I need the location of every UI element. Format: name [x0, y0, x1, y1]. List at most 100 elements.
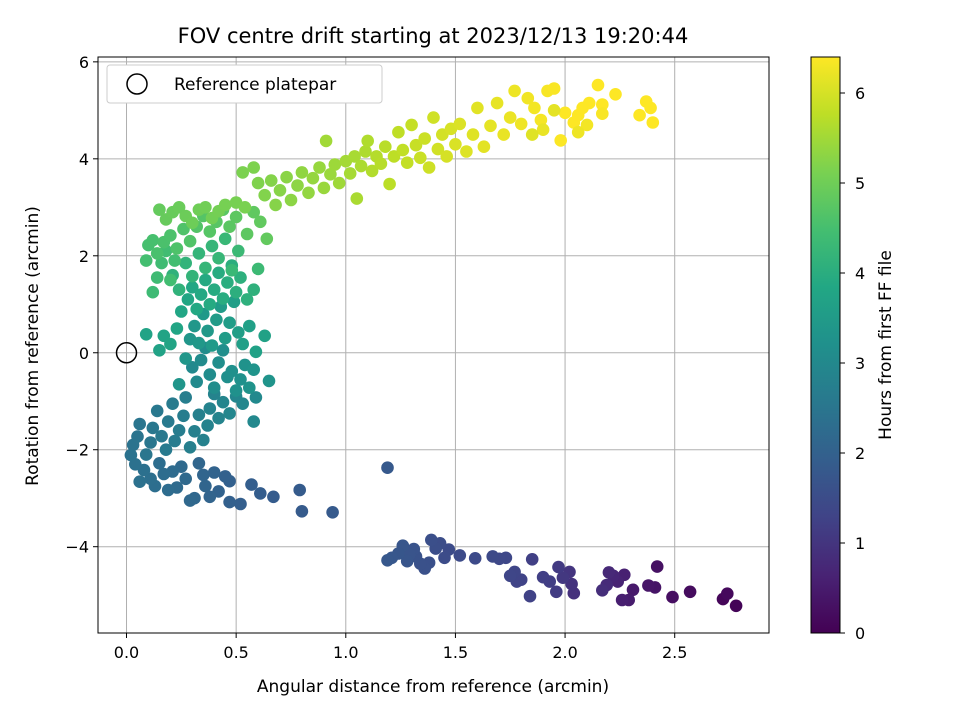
- data-point: [172, 283, 186, 297]
- data-point: [161, 415, 175, 428]
- colorbar-tick-label: 1: [855, 534, 865, 553]
- data-point: [646, 116, 660, 129]
- data-point: [236, 166, 249, 179]
- data-point: [466, 128, 480, 141]
- data-point: [374, 157, 388, 170]
- data-point: [508, 84, 521, 98]
- data-point: [348, 150, 361, 163]
- data-point: [201, 324, 214, 338]
- data-point: [253, 487, 267, 500]
- data-point: [313, 161, 326, 174]
- data-point: [328, 158, 342, 171]
- data-point: [534, 113, 548, 127]
- data-point: [392, 125, 405, 139]
- data-point: [203, 490, 217, 504]
- data-point: [280, 170, 293, 184]
- y-tick-label: −4: [65, 538, 89, 557]
- data-point: [234, 373, 247, 386]
- data-point: [236, 337, 249, 351]
- data-point: [216, 292, 230, 305]
- data-point: [361, 134, 375, 148]
- data-point: [650, 560, 664, 573]
- data-point: [186, 269, 199, 283]
- data-point: [503, 111, 517, 124]
- data-point: [150, 404, 164, 418]
- data-point: [293, 483, 307, 497]
- data-point: [234, 271, 247, 284]
- data-point: [175, 305, 188, 318]
- data-point: [400, 554, 414, 568]
- data-point: [721, 587, 734, 600]
- data-point: [205, 239, 219, 253]
- data-point: [199, 479, 212, 493]
- data-point: [536, 123, 550, 136]
- y-axis-label: Rotation from reference (arcmin): [23, 206, 43, 486]
- data-point: [523, 589, 537, 603]
- data-point: [243, 381, 256, 395]
- chart-title: FOV centre drift starting at 2023/12/13 …: [178, 24, 689, 48]
- data-point: [269, 198, 282, 212]
- data-point: [177, 222, 190, 236]
- data-point: [144, 472, 157, 486]
- data-point: [319, 134, 333, 148]
- y-tick-label: 2: [79, 247, 89, 266]
- data-point: [243, 319, 256, 333]
- data-point: [431, 142, 445, 156]
- y-tick-label: 4: [79, 150, 89, 169]
- colorbar-tick-label: 4: [855, 264, 865, 283]
- data-point: [247, 161, 260, 174]
- data-point: [139, 254, 153, 267]
- data-point: [172, 424, 186, 437]
- data-point: [359, 145, 372, 158]
- data-point: [558, 106, 572, 120]
- colorbar-tick-label: 3: [855, 354, 865, 373]
- data-point: [324, 168, 337, 181]
- data-point: [247, 283, 260, 297]
- data-point: [644, 101, 657, 115]
- x-tick-label: 2.0: [552, 643, 577, 662]
- data-point: [232, 326, 245, 339]
- data-point: [199, 201, 212, 214]
- data-point: [223, 407, 236, 420]
- data-point: [291, 179, 304, 192]
- data-point: [159, 443, 173, 457]
- data-point: [414, 151, 427, 165]
- data-point: [203, 402, 217, 415]
- x-tick-label: 1.5: [443, 643, 468, 662]
- data-point: [550, 585, 563, 599]
- data-point: [212, 356, 225, 369]
- data-point: [236, 397, 249, 411]
- data-point: [449, 138, 462, 151]
- data-point: [425, 533, 438, 547]
- x-axis-ticks: 0.0 0.5 1.0 1.5 2.0 2.5: [114, 633, 687, 662]
- data-point: [183, 234, 197, 248]
- data-point: [264, 174, 278, 187]
- data-point: [503, 569, 517, 583]
- data-point: [245, 478, 258, 491]
- legend-marker-icon: [126, 73, 148, 95]
- data-point: [247, 363, 260, 377]
- data-point: [440, 150, 454, 163]
- data-point: [212, 251, 225, 265]
- data-point: [547, 82, 561, 95]
- data-point: [596, 584, 609, 597]
- data-point: [615, 593, 629, 607]
- data-point: [166, 397, 179, 411]
- grid: [98, 57, 769, 633]
- data-point: [453, 549, 467, 562]
- data-point: [205, 339, 219, 352]
- data-point: [258, 329, 272, 343]
- data-point: [251, 176, 265, 190]
- data-point: [207, 466, 221, 479]
- data-point: [170, 322, 184, 335]
- data-point: [602, 566, 616, 579]
- y-axis-ticks: −4 −2 0 2 4 6: [65, 53, 98, 557]
- data-point: [306, 171, 320, 185]
- plot-area: 0.0 0.5 1.0 1.5 2.0 2.5 −4 −2 0 2 4 6: [65, 53, 770, 662]
- data-point: [183, 494, 197, 507]
- data-point: [596, 107, 609, 120]
- data-point: [188, 319, 201, 333]
- x-tick-label: 1.0: [333, 643, 358, 662]
- data-point: [181, 293, 195, 306]
- colorbar-ticks: 0 1 2 3 4 5 6: [840, 84, 865, 643]
